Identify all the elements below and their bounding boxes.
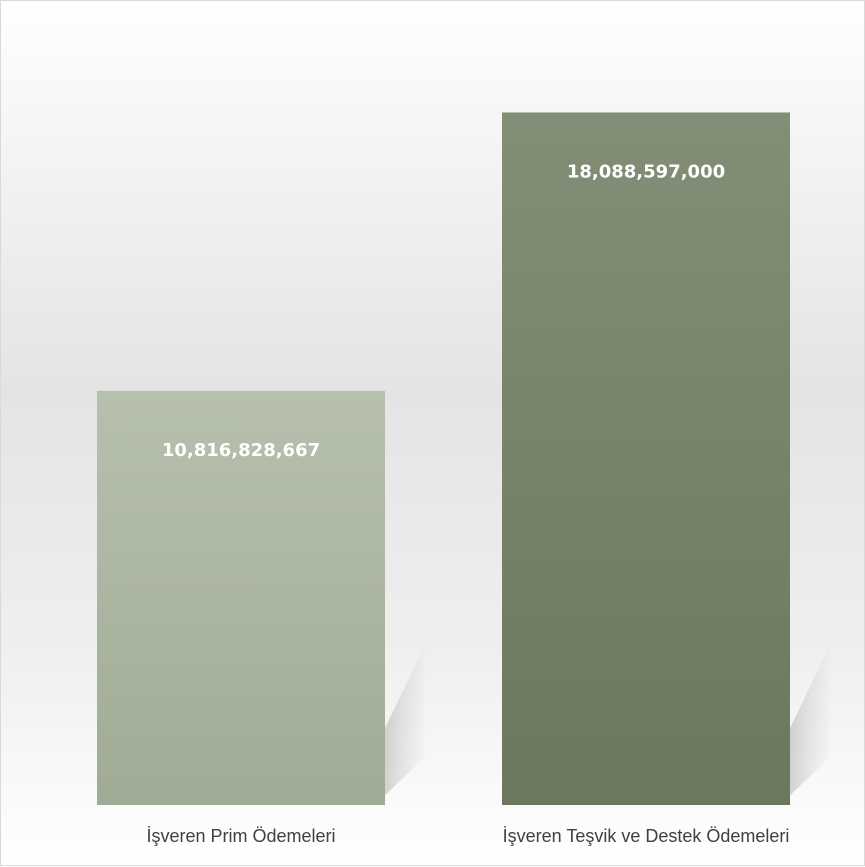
bar-shadows [375, 645, 830, 805]
bars [97, 112, 790, 805]
bar-shadow [780, 645, 830, 805]
value-labels: 10,816,828,667 18,088,597,000 [162, 161, 725, 460]
data-label: 18,088,597,000 [567, 161, 725, 182]
category-labels: İşveren Prim Ödemeleri İşveren Teşvik ve … [146, 826, 789, 846]
bar-shadow [375, 645, 425, 805]
category-label: İşveren Teşvik ve Destek Ödemeleri [503, 826, 790, 846]
data-label: 10,816,828,667 [162, 440, 320, 461]
bar [97, 390, 385, 805]
category-label: İşveren Prim Ödemeleri [146, 826, 335, 846]
bar [502, 112, 790, 805]
